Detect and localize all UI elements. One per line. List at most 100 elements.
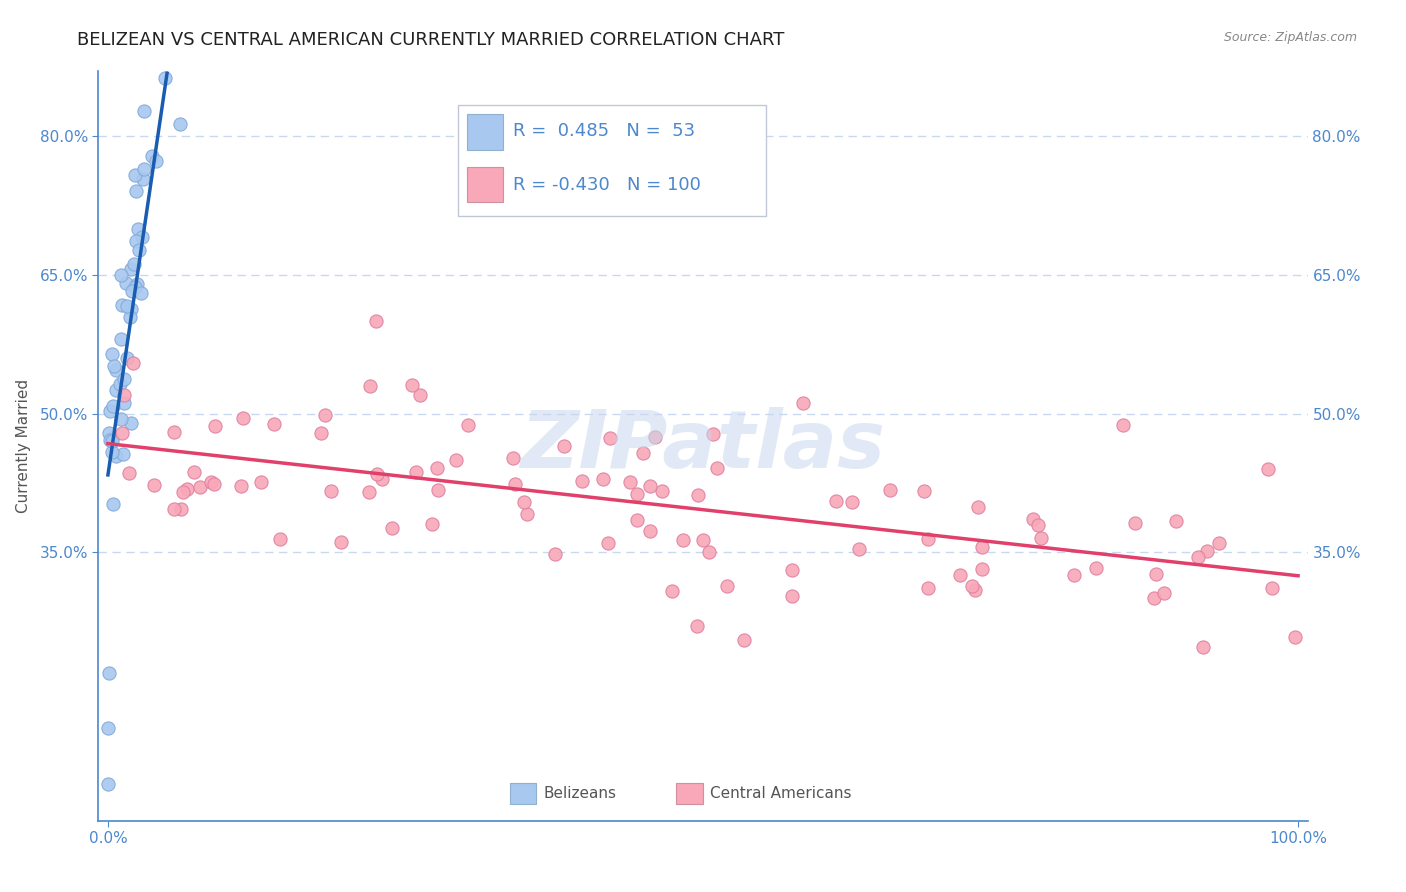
Point bbox=[359, 484, 381, 499]
Point bbox=[671, 533, 693, 548]
Text: Belizeans: Belizeans bbox=[543, 786, 616, 801]
Point bbox=[98, 425, 121, 440]
Point bbox=[706, 461, 728, 475]
Point bbox=[401, 378, 423, 392]
Point bbox=[110, 412, 132, 426]
Point bbox=[1143, 591, 1166, 605]
Point bbox=[111, 447, 134, 461]
Point bbox=[176, 482, 198, 496]
Point bbox=[879, 483, 901, 498]
Point bbox=[190, 480, 212, 494]
Text: R =  0.485   N =  53: R = 0.485 N = 53 bbox=[513, 121, 696, 139]
Point bbox=[381, 521, 404, 535]
Point bbox=[371, 472, 394, 486]
Point bbox=[231, 478, 253, 492]
Point bbox=[780, 589, 803, 603]
Point bbox=[960, 579, 983, 593]
Point bbox=[644, 430, 666, 444]
Point bbox=[311, 426, 333, 441]
Point bbox=[599, 431, 621, 445]
Point bbox=[688, 488, 710, 502]
Point bbox=[619, 475, 641, 490]
Y-axis label: Currently Married: Currently Married bbox=[17, 379, 31, 513]
Point bbox=[117, 351, 139, 366]
Point bbox=[97, 721, 120, 735]
Point bbox=[183, 466, 205, 480]
Point bbox=[263, 417, 285, 432]
Point bbox=[111, 297, 134, 311]
Point bbox=[124, 257, 146, 271]
Point bbox=[120, 417, 142, 431]
Point bbox=[963, 582, 986, 597]
Point bbox=[692, 533, 714, 547]
Point bbox=[1261, 581, 1284, 595]
Point bbox=[848, 541, 870, 556]
Point bbox=[917, 581, 939, 595]
Point bbox=[409, 388, 432, 402]
Point bbox=[101, 445, 124, 459]
Point bbox=[112, 396, 135, 410]
Point bbox=[592, 472, 614, 486]
Point bbox=[132, 104, 155, 119]
Point bbox=[841, 495, 863, 509]
Point bbox=[967, 500, 990, 514]
Point bbox=[103, 359, 125, 373]
Point bbox=[101, 431, 124, 445]
Point bbox=[101, 497, 124, 511]
Point bbox=[825, 493, 848, 508]
Point bbox=[172, 485, 194, 500]
Point bbox=[166, 10, 188, 24]
Point bbox=[163, 425, 186, 439]
Point bbox=[359, 379, 381, 393]
Point bbox=[145, 154, 167, 169]
Point bbox=[125, 185, 148, 199]
Point bbox=[125, 234, 148, 248]
FancyBboxPatch shape bbox=[467, 167, 503, 202]
Point bbox=[1031, 531, 1053, 545]
Point bbox=[427, 483, 450, 497]
Text: BELIZEAN VS CENTRAL AMERICAN CURRENTLY MARRIED CORRELATION CHART: BELIZEAN VS CENTRAL AMERICAN CURRENTLY M… bbox=[77, 31, 785, 49]
Point bbox=[516, 507, 538, 521]
Point bbox=[661, 584, 683, 599]
Point bbox=[120, 261, 142, 276]
Point bbox=[364, 314, 387, 328]
Point bbox=[1153, 585, 1175, 599]
Point bbox=[1085, 560, 1108, 574]
Point bbox=[105, 449, 128, 463]
Point bbox=[124, 279, 146, 293]
Point bbox=[949, 568, 972, 582]
Point bbox=[780, 563, 803, 577]
Point bbox=[117, 299, 139, 313]
Point bbox=[626, 487, 648, 501]
Point bbox=[204, 419, 226, 434]
Point bbox=[249, 475, 271, 489]
Point bbox=[170, 502, 193, 516]
Point bbox=[1026, 517, 1049, 532]
Point bbox=[1195, 544, 1218, 558]
Point bbox=[314, 408, 336, 422]
Point bbox=[98, 404, 121, 418]
Point bbox=[269, 533, 291, 547]
Point bbox=[1284, 630, 1306, 644]
Point bbox=[543, 547, 565, 561]
Point bbox=[638, 479, 661, 493]
FancyBboxPatch shape bbox=[467, 114, 503, 150]
Point bbox=[169, 0, 191, 12]
Point bbox=[319, 483, 342, 498]
Point bbox=[697, 545, 720, 559]
Point bbox=[101, 347, 124, 361]
Point bbox=[1112, 418, 1135, 433]
Point bbox=[118, 467, 141, 481]
Point bbox=[146, 45, 169, 60]
Point bbox=[686, 619, 709, 633]
Point bbox=[792, 396, 814, 410]
Point bbox=[121, 285, 143, 299]
Point bbox=[502, 450, 524, 465]
Point bbox=[124, 168, 146, 182]
Point bbox=[638, 524, 661, 538]
Point bbox=[110, 268, 132, 283]
Point bbox=[972, 562, 994, 576]
Text: R = -0.430   N = 100: R = -0.430 N = 100 bbox=[513, 176, 702, 194]
Point bbox=[143, 478, 166, 492]
Point bbox=[505, 476, 527, 491]
